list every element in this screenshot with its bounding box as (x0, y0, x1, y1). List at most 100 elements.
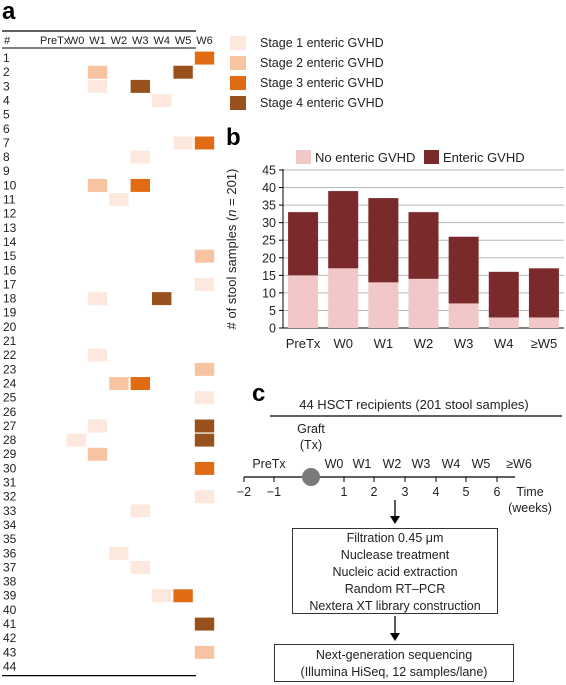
graft-sublabel: (Tx) (300, 438, 322, 452)
column-header: W3 (132, 35, 149, 47)
patient-id: 35 (3, 532, 17, 546)
period-label: W1 (353, 457, 372, 471)
patient-id: 34 (3, 518, 17, 532)
patient-id: 39 (3, 589, 17, 603)
bar-enteric-gvhd (368, 198, 399, 283)
heatmap-cell (87, 292, 108, 306)
column-header: W5 (175, 35, 192, 47)
graft-label: Graft (297, 422, 325, 436)
patient-id: 42 (3, 631, 17, 645)
heatmap-cell (194, 391, 215, 405)
heatmap-cell (87, 447, 108, 461)
arrow-to-processing-head (390, 516, 400, 524)
legend-swatch-stage-1 (230, 36, 246, 50)
period-label: W2 (383, 457, 402, 471)
patient-id: 5 (3, 108, 10, 122)
bar-no-enteric-gvhd (368, 282, 399, 328)
patient-id: 29 (3, 447, 17, 461)
time-tick-label: 1 (341, 485, 348, 499)
patient-id: 32 (3, 490, 17, 504)
bar-enteric-gvhd (288, 212, 319, 276)
patient-id: 33 (3, 504, 17, 518)
graft-marker (302, 468, 320, 486)
panel-label-c: c (252, 380, 266, 407)
heatmap-cell (87, 79, 108, 93)
heatmap-cell (66, 433, 86, 447)
heatmap-cell (194, 362, 215, 376)
time-tick-label: −1 (267, 485, 281, 499)
patient-id: 11 (3, 193, 16, 207)
legend-swatch-stage-4 (230, 96, 246, 110)
legend-label-stage-1: Stage 1 enteric GVHD (260, 36, 384, 50)
patient-id: 25 (3, 391, 17, 405)
bar-enteric-gvhd (408, 212, 439, 279)
period-label: PreTx (252, 457, 286, 471)
bar-no-enteric-gvhd (528, 317, 559, 328)
bar-enteric-gvhd (528, 268, 559, 318)
y-tick-label: 20 (262, 251, 276, 265)
patient-id: 43 (3, 645, 17, 659)
time-tick-label: 5 (463, 485, 470, 499)
heatmap-cell (87, 65, 108, 79)
processing-step: Nucleic acid extraction (332, 565, 458, 579)
y-axis-label-part: # of stool samples ( (224, 216, 239, 329)
legend-swatch-stage-3 (230, 76, 246, 90)
patient-id: 37 (3, 560, 17, 574)
bar-no-enteric-gvhd (288, 275, 319, 328)
legend-label: Enteric GVHD (443, 150, 525, 165)
x-tick-label: W4 (494, 336, 514, 351)
y-axis-label: # of stool samples (n = 201) (224, 169, 239, 330)
x-tick-label: W3 (454, 336, 474, 351)
column-header: W6 (196, 35, 213, 47)
processing-step: Nextera XT library construction (309, 599, 481, 613)
heatmap-cell (130, 79, 150, 93)
period-label: W0 (325, 457, 344, 471)
stage-legend: Stage 1 enteric GVHD Stage 2 enteric GVH… (230, 33, 384, 113)
bar-no-enteric-gvhd (488, 317, 519, 328)
patient-id: 26 (3, 405, 17, 419)
legend-item-stage-1: Stage 1 enteric GVHD (230, 33, 384, 53)
column-header: # (4, 35, 11, 47)
heatmap-cell (130, 561, 150, 574)
period-label: W4 (442, 457, 461, 471)
heatmap-cell (109, 377, 129, 390)
legend-label-stage-2: Stage 2 enteric GVHD (260, 56, 384, 70)
patient-id: 12 (3, 207, 17, 221)
column-header: W2 (111, 35, 128, 47)
patient-id: 10 (3, 178, 17, 192)
x-tick-label: W2 (414, 336, 434, 351)
patient-id: 23 (3, 362, 17, 376)
time-tick-label: 4 (433, 485, 440, 499)
patient-id: 28 (3, 433, 17, 447)
time-axis-label: Time (516, 485, 543, 499)
heatmap-cell (194, 278, 215, 291)
patient-id: 2 (3, 65, 10, 79)
period-label: ≥W6 (506, 457, 532, 471)
recipients-header: 44 HSCT recipients (201 stool samples) (299, 397, 529, 412)
legend-label: No enteric GVHD (315, 150, 415, 165)
x-tick-label: W1 (374, 336, 394, 351)
time-tick-label: −2 (237, 485, 251, 499)
heatmap-cell (194, 645, 215, 659)
x-tick-label: W0 (333, 336, 353, 351)
patient-id: 1 (3, 51, 10, 65)
legend-label-stage-4: Stage 4 enteric GVHD (260, 96, 384, 110)
sequencing-title: Next-generation sequencing (315, 648, 473, 662)
patient-id: 3 (3, 79, 10, 93)
heatmap-cell (87, 419, 108, 433)
patient-id: 18 (3, 292, 17, 306)
legend-swatch-stage-2 (230, 56, 246, 70)
heatmap-cell (173, 65, 193, 79)
patient-id: 20 (3, 320, 17, 334)
patient-id: 17 (3, 277, 17, 291)
bar-enteric-gvhd (448, 236, 479, 304)
bar-no-enteric-gvhd (328, 268, 359, 328)
heatmap-cell (194, 419, 215, 433)
period-label: W5 (472, 457, 491, 471)
time-axis-unit: (weeks) (508, 501, 552, 515)
y-tick-label: 25 (262, 234, 276, 248)
heatmap-cell (194, 51, 215, 65)
